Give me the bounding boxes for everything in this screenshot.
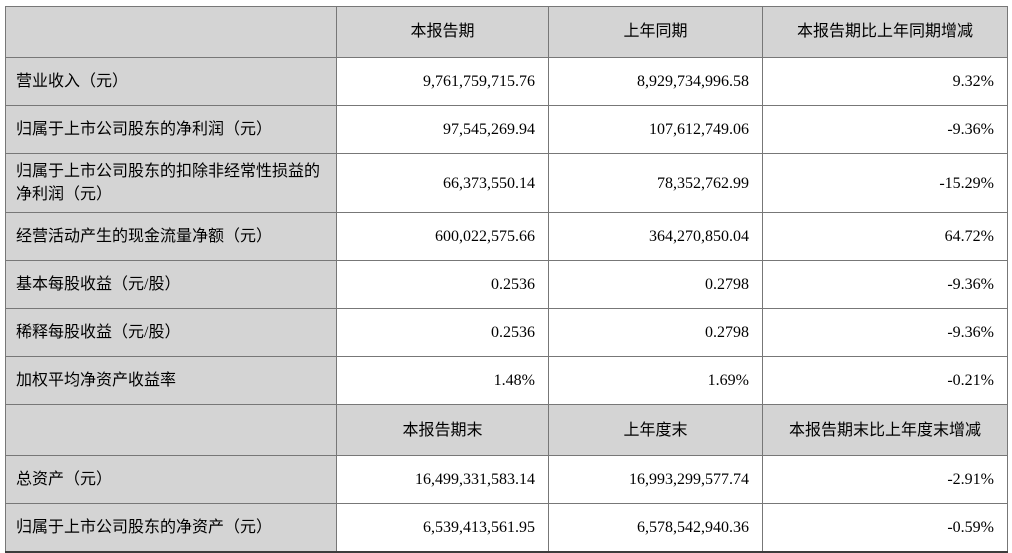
row-label: 归属于上市公司股东的净资产（元） bbox=[5, 503, 337, 553]
cell-current: 6,539,413,561.95 bbox=[336, 503, 549, 553]
row-net-profit-attributable: 归属于上市公司股东的净利润（元） 97,545,269.94 107,612,7… bbox=[5, 105, 1008, 154]
header-blank-cell bbox=[5, 404, 337, 457]
report-page: 本报告期 上年同期 本报告期比上年同期增减 营业收入（元） 9,761,759,… bbox=[5, 6, 1008, 553]
header-row-period-end: 本报告期末 上年度末 本报告期末比上年度末增减 bbox=[5, 404, 1008, 457]
cell-prior: 16,993,299,577.74 bbox=[548, 455, 763, 505]
col-header-prior-period: 上年同期 bbox=[548, 6, 763, 58]
cell-change: 64.72% bbox=[762, 212, 1008, 262]
row-label: 加权平均净资产收益率 bbox=[5, 356, 337, 406]
row-label: 总资产（元） bbox=[5, 455, 337, 505]
cell-change: -2.91% bbox=[762, 455, 1008, 505]
cell-change: -0.59% bbox=[762, 503, 1008, 553]
cell-prior: 1.69% bbox=[548, 356, 763, 406]
col-header-period-end: 本报告期末 bbox=[336, 404, 549, 457]
cell-change: -9.36% bbox=[762, 105, 1008, 154]
cell-current: 9,761,759,715.76 bbox=[336, 57, 549, 106]
cell-change: -0.21% bbox=[762, 356, 1008, 406]
header-blank-cell bbox=[5, 6, 337, 58]
cell-prior: 78,352,762.99 bbox=[548, 152, 763, 214]
row-weighted-average-roe: 加权平均净资产收益率 1.48% 1.69% -0.21% bbox=[5, 356, 1008, 406]
cell-prior: 6,578,542,940.36 bbox=[548, 503, 763, 553]
col-header-prior-year-end: 上年度末 bbox=[548, 404, 763, 457]
cell-prior: 0.2798 bbox=[548, 308, 763, 358]
col-header-current-period: 本报告期 bbox=[336, 6, 549, 58]
cell-change: 9.32% bbox=[762, 57, 1008, 106]
cell-current: 0.2536 bbox=[336, 260, 549, 310]
row-label: 营业收入（元） bbox=[5, 57, 337, 106]
cell-prior: 8,929,734,996.58 bbox=[548, 57, 763, 106]
cell-current: 16,499,331,583.14 bbox=[336, 455, 549, 505]
row-label: 归属于上市公司股东的扣除非经常性损益的净利润（元） bbox=[5, 152, 337, 214]
row-diluted-eps: 稀释每股收益（元/股） 0.2536 0.2798 -9.36% bbox=[5, 308, 1008, 358]
cell-prior: 107,612,749.06 bbox=[548, 105, 763, 154]
row-label: 基本每股收益（元/股） bbox=[5, 260, 337, 310]
cell-current: 0.2536 bbox=[336, 308, 549, 358]
key-indicators-table: 本报告期 上年同期 本报告期比上年同期增减 营业收入（元） 9,761,759,… bbox=[5, 6, 1008, 553]
header-row-period: 本报告期 上年同期 本报告期比上年同期增减 bbox=[5, 6, 1008, 58]
cell-change: -9.36% bbox=[762, 308, 1008, 358]
col-header-period-end-change: 本报告期末比上年度末增减 bbox=[762, 404, 1008, 457]
cell-change: -15.29% bbox=[762, 152, 1008, 214]
cell-current: 1.48% bbox=[336, 356, 549, 406]
cell-current: 600,022,575.66 bbox=[336, 212, 549, 262]
row-net-profit-deducting-nonrecurring: 归属于上市公司股东的扣除非经常性损益的净利润（元） 66,373,550.14 … bbox=[5, 152, 1008, 214]
row-label: 稀释每股收益（元/股） bbox=[5, 308, 337, 358]
row-operating-cash-flow: 经营活动产生的现金流量净额（元） 600,022,575.66 364,270,… bbox=[5, 212, 1008, 262]
col-header-period-change: 本报告期比上年同期增减 bbox=[762, 6, 1008, 58]
cell-change: -9.36% bbox=[762, 260, 1008, 310]
row-label: 经营活动产生的现金流量净额（元） bbox=[5, 212, 337, 262]
cell-current: 97,545,269.94 bbox=[336, 105, 549, 154]
cell-prior: 0.2798 bbox=[548, 260, 763, 310]
cell-current: 66,373,550.14 bbox=[336, 152, 549, 214]
row-basic-eps: 基本每股收益（元/股） 0.2536 0.2798 -9.36% bbox=[5, 260, 1008, 310]
row-net-assets-attributable: 归属于上市公司股东的净资产（元） 6,539,413,561.95 6,578,… bbox=[5, 503, 1008, 553]
row-total-assets: 总资产（元） 16,499,331,583.14 16,993,299,577.… bbox=[5, 455, 1008, 505]
row-label: 归属于上市公司股东的净利润（元） bbox=[5, 105, 337, 154]
cell-prior: 364,270,850.04 bbox=[548, 212, 763, 262]
row-operating-revenue: 营业收入（元） 9,761,759,715.76 8,929,734,996.5… bbox=[5, 57, 1008, 106]
